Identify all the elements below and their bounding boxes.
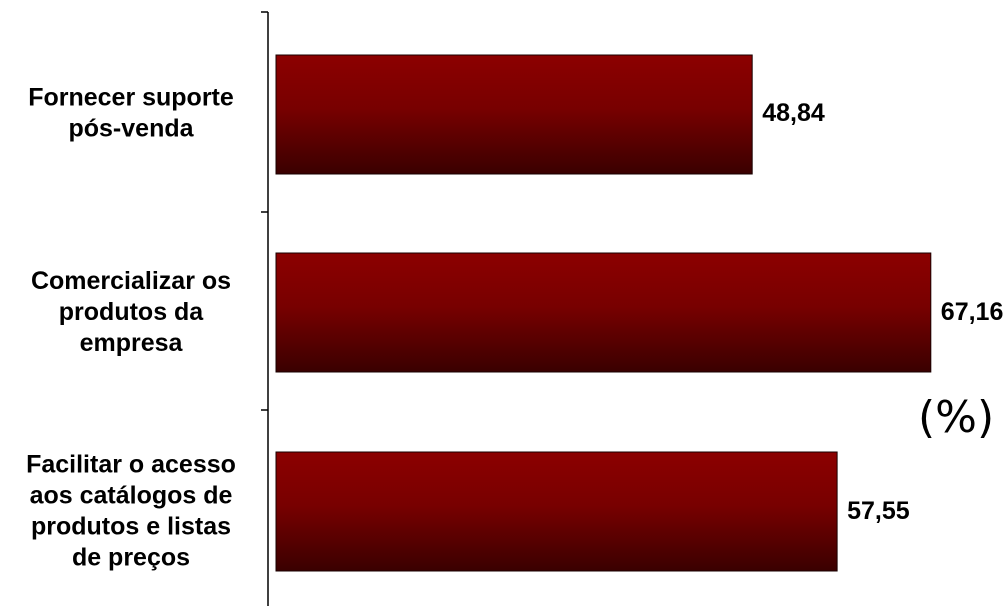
category-label-line: produtos da: [59, 298, 205, 326]
bars: [275, 54, 932, 572]
category-label-line: pós-venda: [68, 115, 194, 143]
bar: [275, 54, 753, 175]
data-label: 67,16: [941, 298, 1004, 326]
category-label-line: de preços: [72, 544, 190, 572]
bar: [275, 451, 838, 572]
category-label-line: Facilitar o acesso: [26, 451, 236, 479]
category-label: Comercializar os produtos da empresa: [31, 267, 231, 357]
bar: [275, 252, 932, 373]
category-label: Facilitar o acesso aos catálogos de produt…: [26, 451, 236, 572]
data-label: 57,55: [847, 497, 910, 525]
category-label: Fornecer suporte pós-venda: [28, 84, 234, 143]
data-label: 48,84: [762, 99, 825, 127]
category-label-line: Comercializar os: [31, 267, 231, 295]
category-label-line: produtos e listas: [31, 513, 231, 541]
category-label-line: Fornecer suporte: [28, 84, 234, 112]
labels: 48,84 Fornecer suporte pós-venda 67,16 Comer…: [26, 84, 1003, 572]
unit-label: (%): [918, 392, 994, 443]
category-label-line: aos catálogos de: [30, 482, 233, 510]
axis: [261, 11, 269, 606]
category-label-line: empresa: [80, 329, 184, 357]
